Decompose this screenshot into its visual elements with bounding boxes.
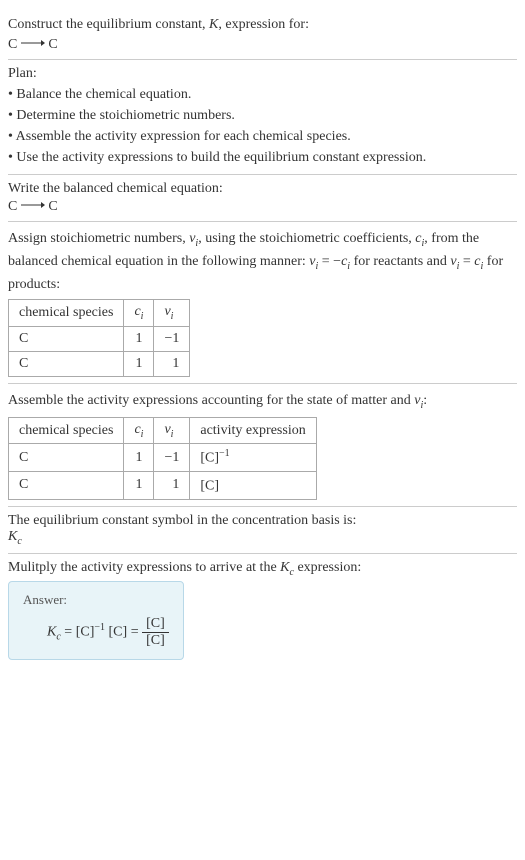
stoich-table: chemical species ci νi C 1 −1 C 1 1: [8, 299, 190, 377]
cell-activity: [C]: [190, 472, 316, 500]
nui-sub: i: [171, 428, 174, 439]
answer-term1-sup: −1: [94, 622, 105, 633]
col-nui: νi: [154, 417, 190, 444]
arrow-icon: [21, 199, 45, 215]
plan-item: • Balance the chemical equation.: [8, 84, 517, 105]
col-activity: activity expression: [190, 417, 316, 444]
eq-lhs: C: [8, 199, 17, 214]
plan-title: Plan:: [8, 66, 517, 82]
frac-num: [C]: [142, 616, 169, 633]
eq2-mid: =: [459, 254, 474, 269]
activity-p2: :: [423, 393, 427, 408]
stoich-section: Assign stoichiometric numbers, νi , using…: [8, 222, 517, 383]
balanced-section: Write the balanced chemical equation: C …: [8, 175, 517, 222]
cell-nui: −1: [154, 444, 190, 472]
multiply-p1: Mulitply the activity expressions to arr…: [8, 560, 280, 575]
nui-sub: i: [171, 311, 174, 322]
table-row: C 1 1 [C]: [9, 472, 317, 500]
header-equation: C C: [8, 37, 517, 53]
header-var: K: [209, 17, 218, 32]
cell-species: C: [9, 472, 124, 500]
activity-text: Assemble the activity expressions accoun…: [8, 390, 517, 413]
stoich-p2: , using the stoichiometric coefficients,: [198, 231, 415, 246]
multiply-p2: expression:: [294, 560, 361, 575]
answer-fraction: [C] [C]: [142, 616, 169, 649]
answer-lhs: K: [47, 625, 56, 640]
table-header-row: chemical species ci νi activity expressi…: [9, 417, 317, 444]
answer-term2: [C]: [109, 625, 128, 640]
stoich-p1: Assign stoichiometric numbers,: [8, 231, 189, 246]
multiply-var: K: [280, 560, 289, 575]
cell-activity: [C]−1: [190, 444, 316, 472]
answer-box: Answer: Kc = [C]−1 [C] = [C] [C]: [8, 581, 184, 660]
symbol-var: K: [8, 529, 17, 544]
eq-rhs: C: [48, 199, 57, 214]
activity-base: [C]: [200, 479, 219, 494]
activity-base: [C]: [200, 451, 219, 466]
col-species: chemical species: [9, 300, 124, 327]
table-row: C 1 −1 [C]−1: [9, 444, 317, 472]
cell-ci: 1: [124, 326, 154, 351]
activity-sup: −1: [219, 448, 230, 459]
ci-sub: i: [141, 428, 144, 439]
answer-expression: Kc = [C]−1 [C] = [C] [C]: [23, 616, 169, 649]
plan-item: • Assemble the activity expression for e…: [8, 126, 517, 147]
eq-lhs: C: [8, 37, 17, 52]
answer-lhs-sub: c: [56, 632, 60, 643]
cell-species: C: [9, 351, 124, 376]
cell-species: C: [9, 444, 124, 472]
ci-sub: i: [141, 311, 144, 322]
cell-nui: −1: [154, 326, 190, 351]
balanced-text: Write the balanced chemical equation:: [8, 181, 517, 197]
activity-table: chemical species ci νi activity expressi…: [8, 417, 317, 500]
eq1-mid: = −: [318, 254, 341, 269]
stoich-text: Assign stoichiometric numbers, νi, using…: [8, 228, 517, 295]
header-line1: Construct the equilibrium constant, K, e…: [8, 14, 517, 35]
header-prefix: Construct the equilibrium constant,: [8, 17, 209, 32]
equals: =: [64, 625, 75, 640]
cell-ci: 1: [124, 444, 154, 472]
balanced-equation: C C: [8, 199, 517, 215]
cell-ci: 1: [124, 351, 154, 376]
cell-nui: 1: [154, 351, 190, 376]
arrow-icon: [21, 37, 45, 53]
table-header-row: chemical species ci νi: [9, 300, 190, 327]
equals2: =: [131, 625, 142, 640]
table-row: C 1 −1: [9, 326, 190, 351]
plan-section: Plan: • Balance the chemical equation. •…: [8, 60, 517, 175]
answer-label: Answer:: [23, 592, 169, 608]
plan-item: • Determine the stoichiometric numbers.: [8, 105, 517, 126]
symbol-var-line: Kc: [8, 529, 517, 547]
col-nui: νi: [154, 300, 190, 327]
multiply-section: Mulitply the activity expressions to arr…: [8, 554, 517, 667]
stoich-p4: for reactants and: [350, 254, 450, 269]
cell-ci: 1: [124, 472, 154, 500]
symbol-sub: c: [17, 536, 21, 547]
plan-item: • Use the activity expressions to build …: [8, 147, 517, 168]
col-ci: ci: [124, 417, 154, 444]
activity-section: Assemble the activity expressions accoun…: [8, 384, 517, 507]
col-species: chemical species: [9, 417, 124, 444]
multiply-text: Mulitply the activity expressions to arr…: [8, 560, 517, 578]
frac-den: [C]: [142, 633, 169, 649]
table-row: C 1 1: [9, 351, 190, 376]
header-suffix: , expression for:: [218, 17, 309, 32]
cell-nui: 1: [154, 472, 190, 500]
symbol-section: The equilibrium constant symbol in the c…: [8, 507, 517, 554]
answer-term1: [C]: [76, 625, 95, 640]
header-section: Construct the equilibrium constant, K, e…: [8, 8, 517, 60]
eq-rhs: C: [48, 37, 57, 52]
activity-p1: Assemble the activity expressions accoun…: [8, 393, 414, 408]
symbol-text: The equilibrium constant symbol in the c…: [8, 513, 517, 529]
col-ci: ci: [124, 300, 154, 327]
cell-species: C: [9, 326, 124, 351]
